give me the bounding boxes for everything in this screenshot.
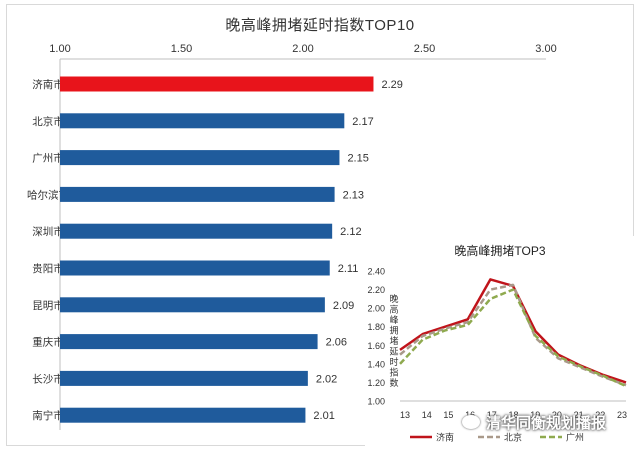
bar-value-label: 2.17 [352, 116, 373, 128]
x-tick-label: 2.00 [292, 43, 313, 55]
inset-title: 晚高峰拥堵TOP3 [454, 243, 545, 258]
bar [60, 150, 340, 166]
series-line [399, 288, 627, 388]
bar [60, 334, 318, 350]
category-label: 昆明市 [32, 299, 64, 312]
y-tick-label: 1.20 [367, 378, 385, 388]
inset-x-tick-label: 17 [487, 410, 497, 420]
inset-x-tick-label: 13 [400, 410, 410, 420]
x-tick-label: 1.00 [49, 43, 70, 55]
legend-label: 广州 [566, 432, 584, 443]
bar-value-label: 2.11 [338, 263, 359, 275]
chart-title: 晚高峰拥堵延时指数TOP10 [225, 17, 415, 34]
y-tick-label: 2.40 [367, 267, 385, 277]
category-label: 长沙市 [32, 372, 64, 385]
inset-x-tick-label: 21 [574, 410, 584, 420]
series-line [399, 283, 627, 387]
inset-x-tick-label: 15 [443, 410, 453, 420]
category-label: 北京市 [32, 115, 64, 128]
category-label: 济南市 [32, 78, 64, 91]
inset-x-tick-label: 22 [595, 410, 605, 420]
watermark: 清华同衡规划播报 [462, 410, 606, 434]
inset-x-tick-label: 23 [617, 410, 627, 420]
bar-value-label: 2.13 [343, 189, 364, 201]
y-tick-label: 1.60 [367, 341, 385, 351]
chart-frame [6, 4, 634, 446]
inset-x-tick-label: 14 [422, 410, 432, 420]
bar-value-label: 2.01 [313, 410, 334, 422]
bar [60, 186, 335, 202]
y-tick-label: 2.20 [367, 285, 385, 295]
category-label: 广州市 [32, 152, 64, 165]
y-axis-label: 晚高峰拥堵延时指数 [389, 294, 398, 388]
category-label: 南宁市 [32, 409, 64, 422]
watermark-text: 清华同衡规划播报 [486, 414, 607, 432]
x-tick-label: 1.50 [171, 43, 192, 55]
bar [60, 76, 374, 92]
wechat-icon [462, 415, 480, 429]
x-tick-label: 3.00 [535, 43, 556, 55]
y-tick-label: 2.00 [367, 304, 385, 314]
bar [60, 223, 333, 239]
bar-value-label: 2.15 [347, 153, 368, 165]
bar-value-label: 2.02 [316, 373, 337, 385]
x-tick-label: 2.50 [414, 43, 435, 55]
bar-value-label: 2.09 [333, 300, 354, 312]
bar [60, 260, 330, 276]
y-tick-label: 1.00 [367, 397, 385, 407]
bar [60, 113, 345, 129]
bar-value-label: 2.12 [340, 226, 361, 238]
inset-x-tick-label: 20 [552, 410, 562, 420]
bar [60, 370, 308, 386]
bar [60, 297, 325, 313]
inset-x-tick-label: 18 [508, 410, 518, 420]
y-tick-label: 1.40 [367, 359, 385, 369]
bar [60, 407, 306, 423]
bar-value-label: 2.06 [326, 337, 347, 349]
bar-value-label: 2.29 [381, 79, 402, 91]
category-label: 深圳市 [32, 225, 64, 238]
category-label: 贵阳市 [32, 262, 64, 275]
inset-x-tick-label: 19 [530, 410, 540, 420]
category-label: 哈尔滨市 [27, 188, 69, 201]
legend-label: 北京 [504, 432, 522, 443]
y-tick-label: 1.80 [367, 322, 385, 332]
legend-label: 济南 [436, 432, 454, 443]
category-label: 重庆市 [32, 336, 64, 349]
